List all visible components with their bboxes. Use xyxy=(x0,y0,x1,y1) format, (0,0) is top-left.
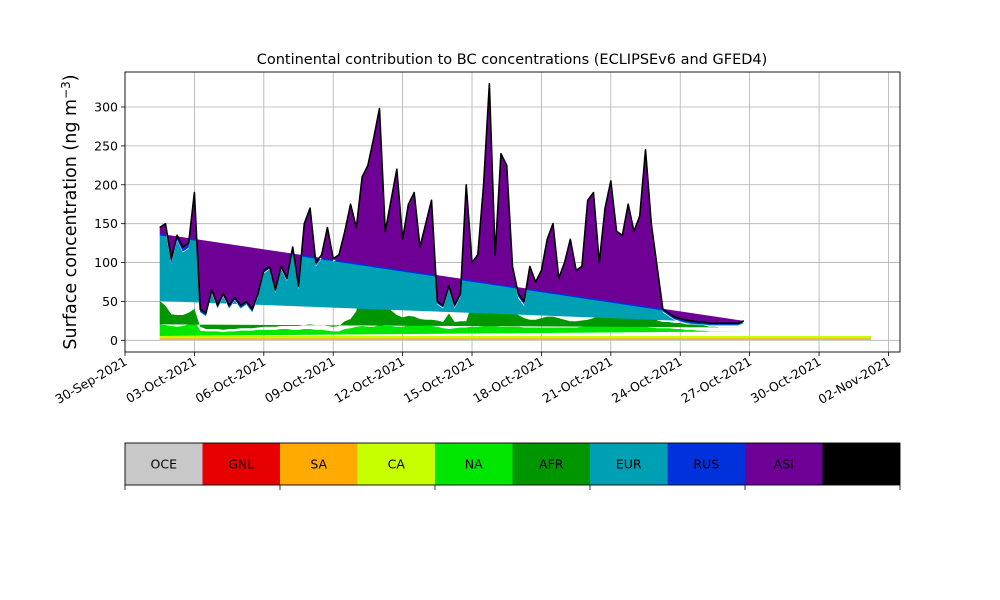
y-axis-label: Surface concentration (ng m−3) xyxy=(59,74,81,349)
legend-item-afr: AFR xyxy=(512,443,590,485)
legend-item-na: NA xyxy=(435,443,513,485)
legend-item-asi: ASI xyxy=(745,443,823,485)
y-axis-label-close: ) xyxy=(61,74,81,81)
legend-frame xyxy=(124,442,901,486)
legend-colorbar: OCE GNL SA CA NA AFR EUR RUS ASI AUS xyxy=(124,442,901,490)
legend-swatch xyxy=(745,443,823,485)
x-tick-label: 24-Oct-2021 xyxy=(609,354,685,406)
legend-item-sa: SA xyxy=(280,443,358,485)
legend-label: NA xyxy=(465,457,483,472)
legend-swatch xyxy=(202,443,280,485)
area-oce xyxy=(159,339,872,341)
y-tick-label: 300 xyxy=(94,100,118,115)
legend-swatch xyxy=(280,443,358,485)
plot-frame xyxy=(124,71,901,353)
y-axis-label-superscript: −3 xyxy=(59,81,73,99)
y-tick-label: 200 xyxy=(94,177,118,192)
x-tick-label: 18-Oct-2021 xyxy=(470,354,546,406)
legend-label: EUR xyxy=(616,457,642,472)
x-tick-label: 09-Oct-2021 xyxy=(262,354,338,406)
y-tick-label: 100 xyxy=(94,255,118,270)
legend-item-oce: OCE xyxy=(125,443,203,485)
legend-swatch xyxy=(667,443,745,485)
legend-item-eur: EUR xyxy=(590,443,668,485)
legend-swatch xyxy=(435,443,513,485)
legend-label: AFR xyxy=(539,457,564,472)
x-tick-label: 15-Oct-2021 xyxy=(401,354,477,406)
legend-label: SA xyxy=(310,457,327,472)
legend-label: RUS xyxy=(693,457,719,472)
legend-swatch xyxy=(822,443,900,485)
legend-item-ca: CA xyxy=(357,443,435,485)
legend-label: OCE xyxy=(151,457,178,472)
legend-item-aus: AUS xyxy=(822,443,900,485)
x-tick-label: 30-Sep-2021 xyxy=(52,354,129,407)
legend-item-rus: RUS xyxy=(667,443,745,485)
x-tick-label: 27-Oct-2021 xyxy=(678,354,754,406)
x-tick-label: 02-Nov-2021 xyxy=(815,354,892,407)
legend-label: ASI xyxy=(774,457,794,472)
area-aus xyxy=(159,82,745,325)
y-tick-label: 0 xyxy=(110,333,118,348)
area-na xyxy=(159,320,744,337)
legend-swatch xyxy=(590,443,668,485)
x-tick-label: 12-Oct-2021 xyxy=(331,354,407,406)
x-tick-label: 03-Oct-2021 xyxy=(123,354,199,406)
x-tick-label: 21-Oct-2021 xyxy=(540,354,616,406)
legend-label: GNL xyxy=(228,457,254,472)
y-axis-label-main: Surface concentration (ng m xyxy=(61,99,81,350)
y-tick-label: 150 xyxy=(94,216,118,231)
y-tick-label: 50 xyxy=(102,294,118,309)
legend-label: AUS xyxy=(848,457,874,472)
legend-swatch xyxy=(512,443,590,485)
area-ca xyxy=(159,336,872,339)
x-tick-label: 30-Oct-2021 xyxy=(748,354,824,406)
area-asi xyxy=(159,83,744,324)
chart-title: Continental contribution to BC concentra… xyxy=(257,52,768,68)
legend-label: CA xyxy=(388,457,406,472)
stacked-areas xyxy=(159,82,872,341)
legend-swatch xyxy=(357,443,435,485)
x-tick-label: 06-Oct-2021 xyxy=(193,354,269,406)
y-tick-label: 250 xyxy=(94,138,118,153)
legend-item-gnl: GNL xyxy=(202,443,280,485)
legend-swatch xyxy=(125,443,203,485)
